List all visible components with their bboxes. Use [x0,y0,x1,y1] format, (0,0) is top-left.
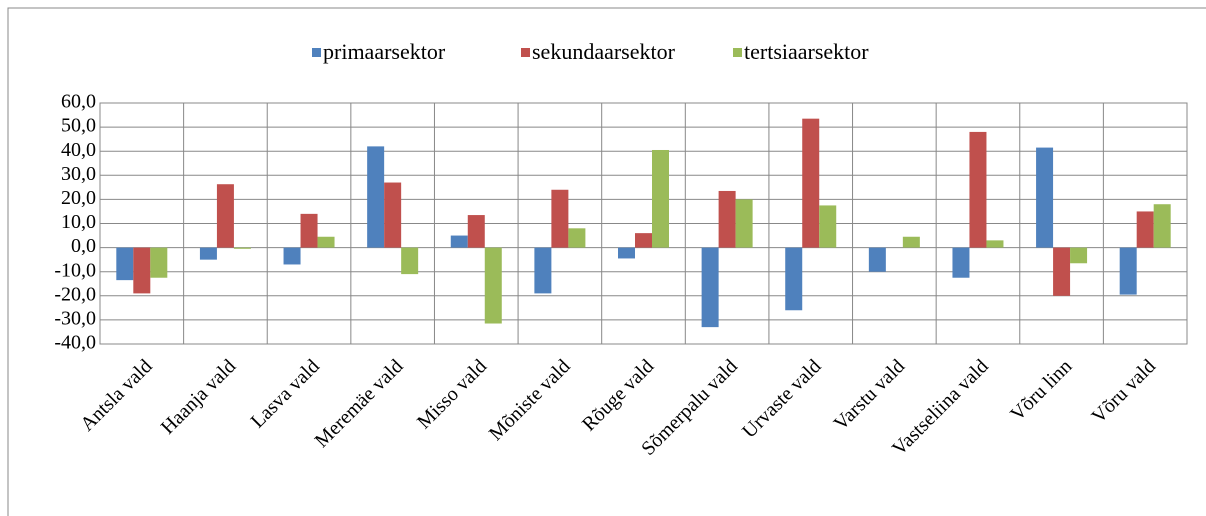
x-tick-label: Antsla vald [76,355,156,435]
bar [233,247,251,249]
x-tick-label: Mõniste vald [485,355,575,445]
legend-swatch [312,48,321,57]
bar [718,190,736,248]
bar [534,247,552,294]
bar [283,247,301,265]
y-tick-label: 0,0 [71,235,96,257]
bar [986,240,1004,248]
x-tick-label: Haanja vald [157,355,240,438]
y-tick-label: 50,0 [61,115,96,137]
bar [317,236,335,248]
bar [216,184,234,248]
bar [1136,211,1154,248]
bar [1036,147,1054,248]
bar [199,247,217,260]
bar [902,236,920,248]
y-tick-label: 60,0 [61,91,96,113]
y-tick-label: -20,0 [54,283,96,305]
bar [819,205,837,248]
y-tick-label: -30,0 [54,307,96,329]
bar [300,213,318,248]
chart-frame [7,7,1206,516]
bar [1053,247,1071,296]
bar [568,228,586,248]
legend-swatch [521,48,530,57]
x-tick-label: Urvaste vald [738,355,825,442]
x-tick-label: Võru linn [1006,355,1076,425]
x-tick-label: Meremäe vald [311,355,408,452]
bar [367,146,385,248]
bar [701,247,719,328]
bar [735,199,753,248]
bar [952,247,970,278]
bar [1070,247,1088,264]
bar [618,247,635,259]
bar [868,247,886,272]
x-tick-label: Võru vald [1087,355,1160,428]
y-tick-label: -40,0 [54,332,96,354]
bar [802,118,820,248]
bar [551,189,569,248]
x-tick-label: Lasva vald [247,355,324,432]
legend-label: tertsiaarsektor [744,39,869,64]
y-tick-label: -10,0 [54,259,96,281]
legend-label: primaarsektor [323,39,446,64]
x-tick-label: Rõuge vald [578,355,658,435]
bar [467,215,485,248]
bar [1153,204,1171,248]
bar [384,182,402,248]
bar [635,233,652,248]
bar [1119,247,1137,295]
bar [133,247,151,294]
bar [484,247,502,324]
bar [652,149,669,248]
y-tick-label: 30,0 [61,163,96,185]
bar [450,235,468,248]
y-tick-label: 10,0 [61,211,96,233]
bar [969,131,987,248]
x-tick-label: Misso vald [413,355,491,433]
bar [150,247,168,278]
bar [116,247,134,281]
legend-swatch [733,48,742,57]
bar [785,247,803,311]
y-tick-label: 20,0 [61,187,96,209]
legend-label: sekundaarsektor [532,39,676,64]
x-tick-label: Varstu vald [830,355,910,435]
y-tick-label: 40,0 [61,139,96,161]
bar [401,247,419,275]
